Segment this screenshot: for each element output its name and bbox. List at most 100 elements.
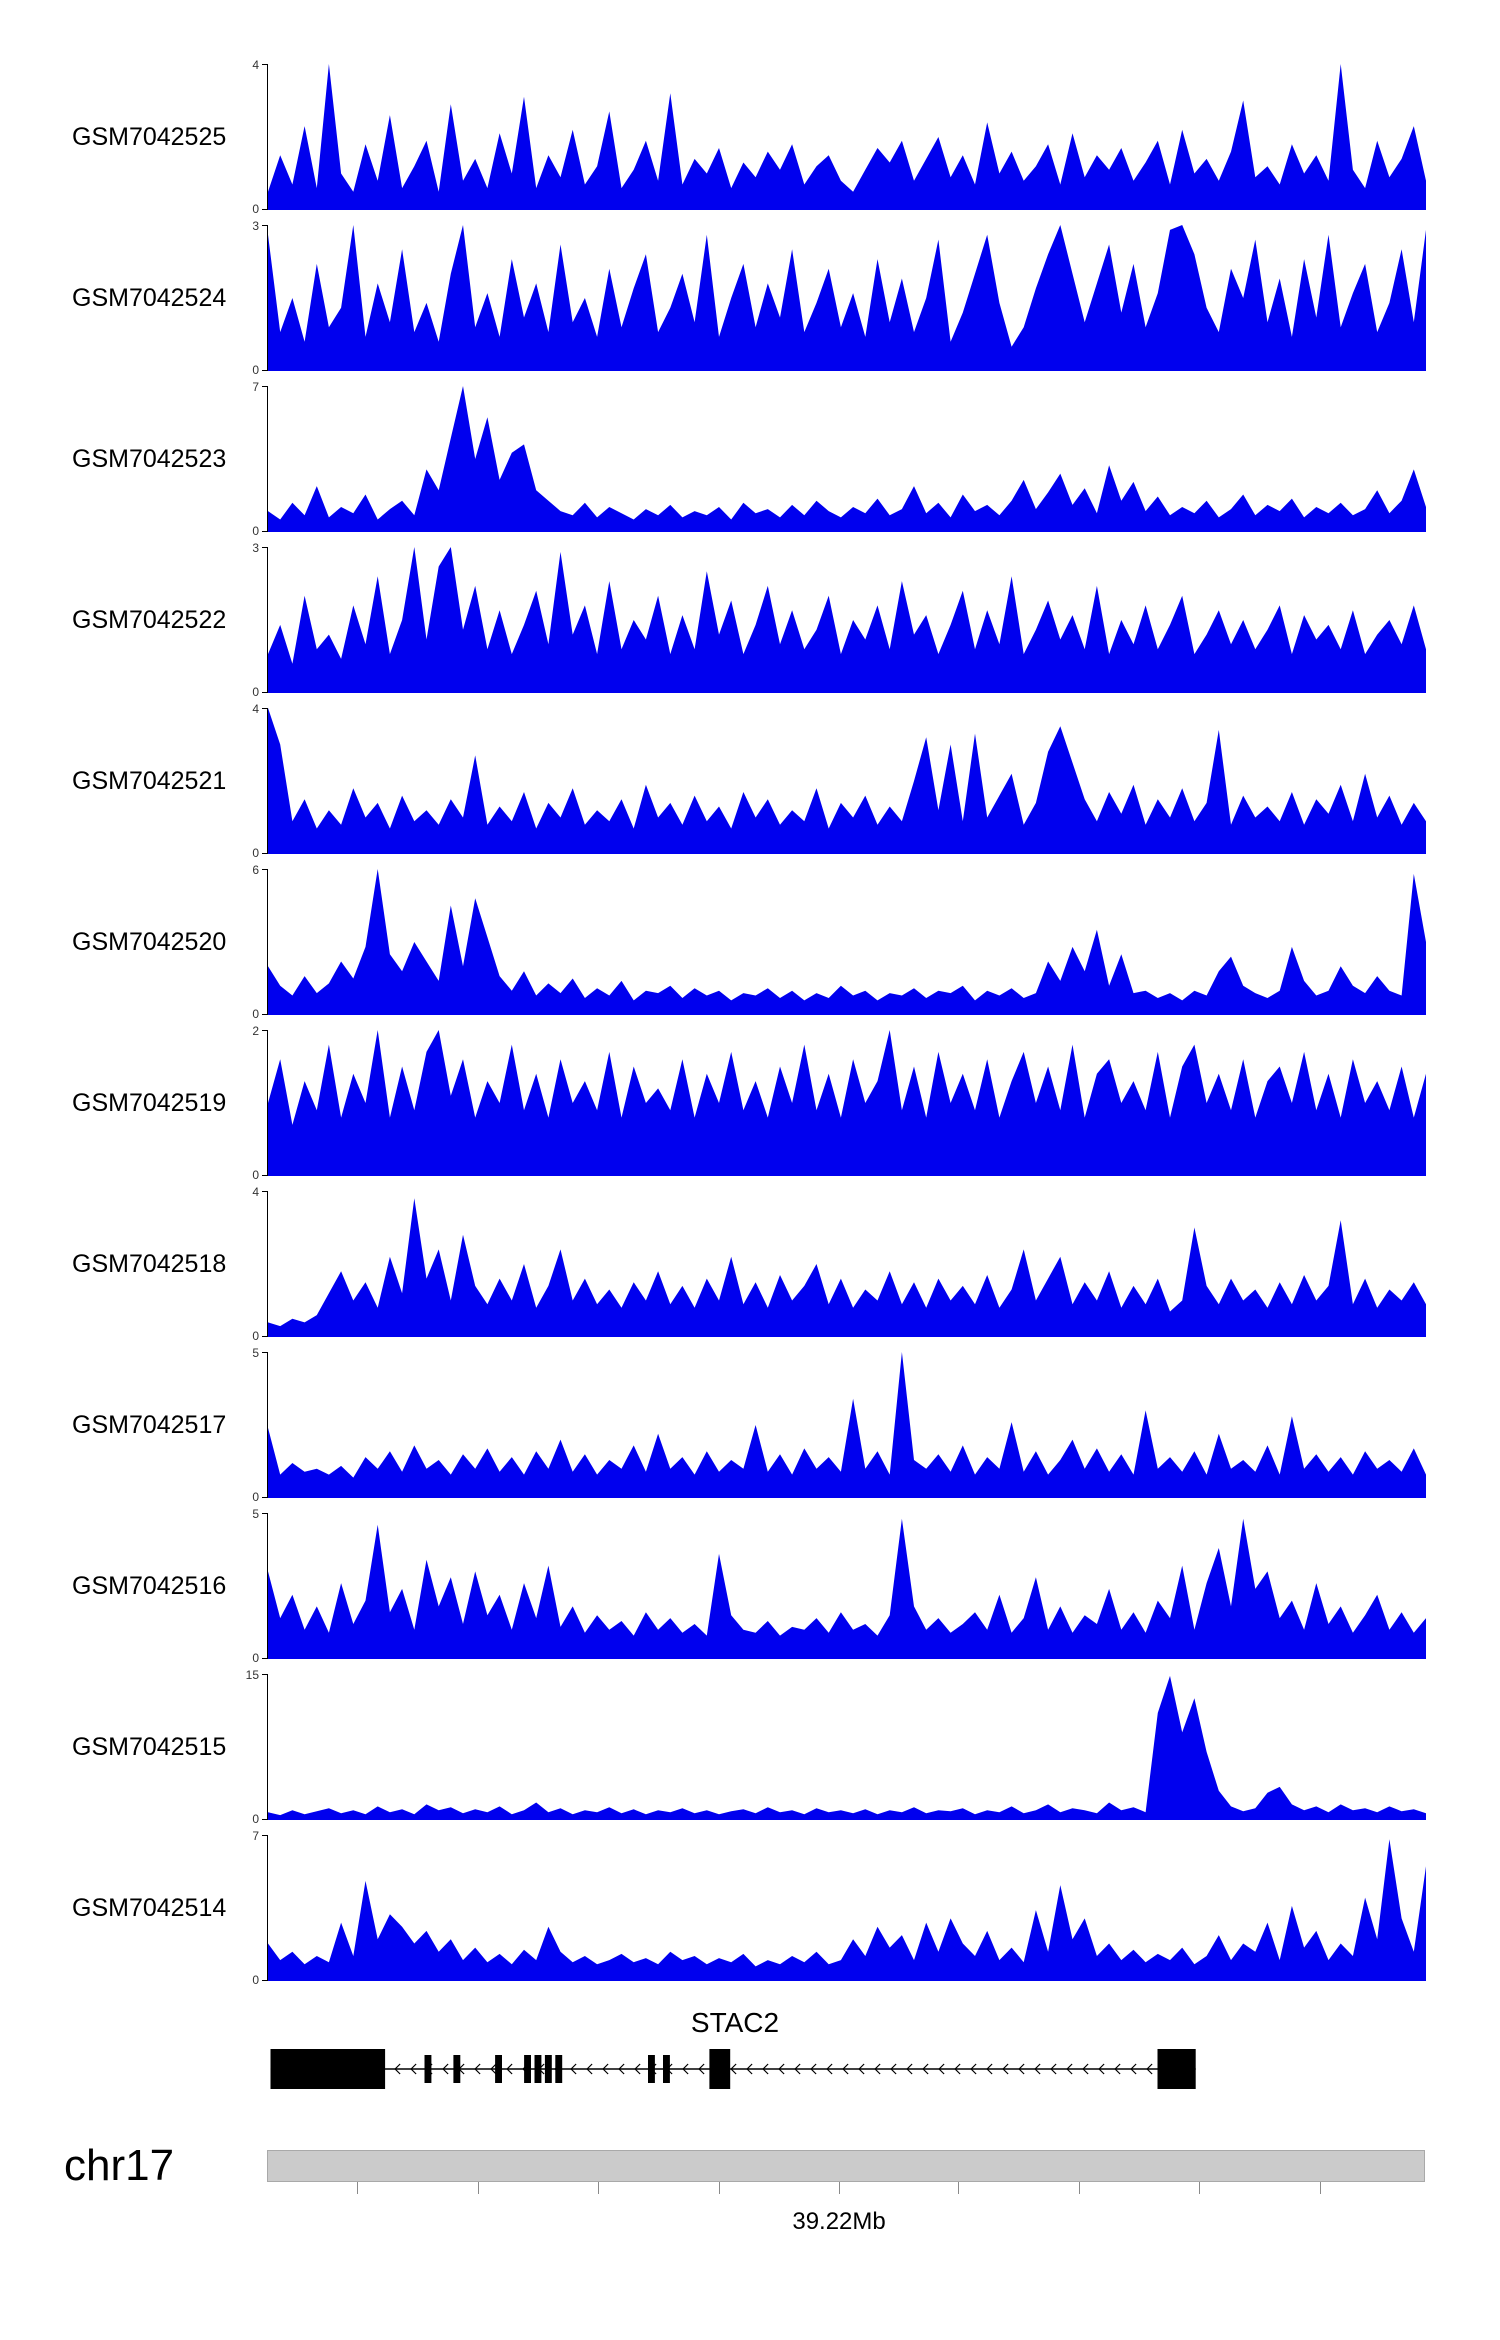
track-label: GSM7042516 (72, 1572, 227, 1600)
strand-arrow-icon (586, 2063, 593, 2075)
signal-track: GSM7042518 4 0 (0, 1186, 1500, 1342)
y-axis-max-label: 2 (252, 1024, 259, 1038)
y-axis-top-tick (262, 869, 268, 870)
exon-box (495, 2055, 502, 2083)
coverage-polygon (268, 869, 1426, 1015)
y-axis-bottom-tick (262, 1819, 268, 1820)
strand-arrow-icon (938, 2063, 945, 2075)
exon-box (1157, 2049, 1196, 2089)
y-axis-top-tick (262, 1030, 268, 1031)
exon-box (270, 2049, 386, 2089)
y-axis-zero-label: 0 (252, 1168, 259, 1182)
y-axis-max-label: 7 (252, 380, 259, 394)
coverage-polygon (268, 64, 1426, 210)
y-axis-top-tick (262, 708, 268, 709)
y-axis-bottom-tick (262, 1980, 268, 1981)
strand-arrow-icon (634, 2063, 641, 2075)
track-plot: 2 0 (252, 1025, 1426, 1181)
y-axis-zero-label: 0 (252, 685, 259, 699)
track-label: GSM7042517 (72, 1411, 227, 1439)
coverage-signal (268, 1839, 1426, 1981)
y-axis-max-label: 15 (245, 1668, 259, 1682)
y-axis-zero-label: 0 (252, 846, 259, 860)
y-axis-top-tick (262, 225, 268, 226)
y-axis-top-tick (262, 1674, 268, 1675)
y-axis-top-tick (262, 1352, 268, 1353)
axis-tick (1199, 2182, 1201, 2194)
track-plot: 7 0 (252, 381, 1426, 537)
strand-arrow-icon (1034, 2063, 1041, 2075)
coverage-signal (268, 547, 1426, 693)
y-axis-bottom-tick (262, 370, 268, 371)
track-label: GSM7042519 (72, 1089, 227, 1117)
coverage-signal (268, 64, 1426, 210)
strand-arrow-icon (810, 2063, 817, 2075)
signal-track: GSM7042516 5 0 (0, 1508, 1500, 1664)
coverage-polygon (268, 547, 1426, 693)
y-axis-zero-label: 0 (252, 1007, 259, 1021)
y-axis-top-tick (262, 64, 268, 65)
strand-arrow-icon (602, 2063, 609, 2075)
strand-arrow-icon (922, 2063, 929, 2075)
coverage-polygon (268, 225, 1426, 371)
exon-box (524, 2055, 531, 2083)
track-label: GSM7042520 (72, 928, 227, 956)
y-axis-max-label: 4 (252, 702, 259, 716)
y-axis-top-tick (262, 547, 268, 548)
gene-model (270, 2049, 1196, 2089)
strand-arrow-icon (794, 2063, 801, 2075)
coverage-signal (268, 869, 1426, 1015)
coverage-polygon (268, 1839, 1426, 1981)
axis-tick (718, 2182, 720, 2194)
y-axis-top-tick (262, 1513, 268, 1514)
exon-box (648, 2055, 655, 2083)
gene-annotation-track: STAC2 (267, 2007, 1425, 2099)
y-axis-zero-label: 0 (252, 1490, 259, 1504)
coverage-signal (268, 225, 1426, 371)
y-axis-max-label: 3 (252, 219, 259, 233)
strand-arrow-icon (746, 2063, 753, 2075)
strand-arrow-icon (906, 2063, 913, 2075)
y-axis-max-label: 4 (252, 58, 259, 72)
strand-arrow-icon (1066, 2063, 1073, 2075)
strand-arrow-icon (1098, 2063, 1105, 2075)
chromosome-bar (267, 2150, 1425, 2182)
strand-arrow-icon (826, 2063, 833, 2075)
coverage-polygon (268, 1675, 1426, 1820)
strand-arrow-icon (1082, 2063, 1089, 2075)
exon-box (709, 2049, 731, 2089)
strand-arrow-icon (874, 2063, 881, 2075)
y-axis-max-label: 7 (252, 1829, 259, 1843)
coverage-signal (268, 1198, 1426, 1337)
coverage-signal (268, 1675, 1426, 1820)
track-label: GSM7042518 (72, 1250, 227, 1278)
strand-arrow-icon (1002, 2063, 1009, 2075)
y-axis-bottom-tick (262, 692, 268, 693)
track-label: GSM7042521 (72, 767, 227, 795)
strand-arrow-icon (570, 2063, 577, 2075)
signal-track: GSM7042522 3 0 (0, 542, 1500, 698)
track-label: GSM7042515 (72, 1733, 227, 1761)
strand-arrow-icon (442, 2063, 449, 2075)
track-plot: 3 0 (252, 220, 1426, 376)
strand-arrow-icon (506, 2063, 513, 2075)
y-axis-bottom-tick (262, 853, 268, 854)
y-axis-bottom-tick (262, 1497, 268, 1498)
coverage-signal (268, 1352, 1426, 1498)
y-axis-max-label: 5 (252, 1346, 259, 1360)
strand-arrow-icon (1146, 2063, 1153, 2075)
strand-arrow-icon (1050, 2063, 1057, 2075)
track-plot: 4 0 (252, 703, 1426, 859)
y-axis-bottom-tick (262, 1336, 268, 1337)
chromosome-label: chr17 (64, 2141, 175, 2190)
strand-arrow-icon (1130, 2063, 1137, 2075)
signal-track: GSM7042519 2 0 (0, 1025, 1500, 1181)
strand-arrow-icon (1018, 2063, 1025, 2075)
exon-box (453, 2055, 461, 2083)
y-axis-zero-label: 0 (252, 1329, 259, 1343)
track-plot: 5 0 (252, 1347, 1426, 1503)
signal-track: GSM7042515 15 0 (0, 1669, 1500, 1825)
exon-box (534, 2055, 542, 2083)
y-axis-zero-label: 0 (252, 1812, 259, 1826)
coverage-signal (268, 1030, 1426, 1176)
